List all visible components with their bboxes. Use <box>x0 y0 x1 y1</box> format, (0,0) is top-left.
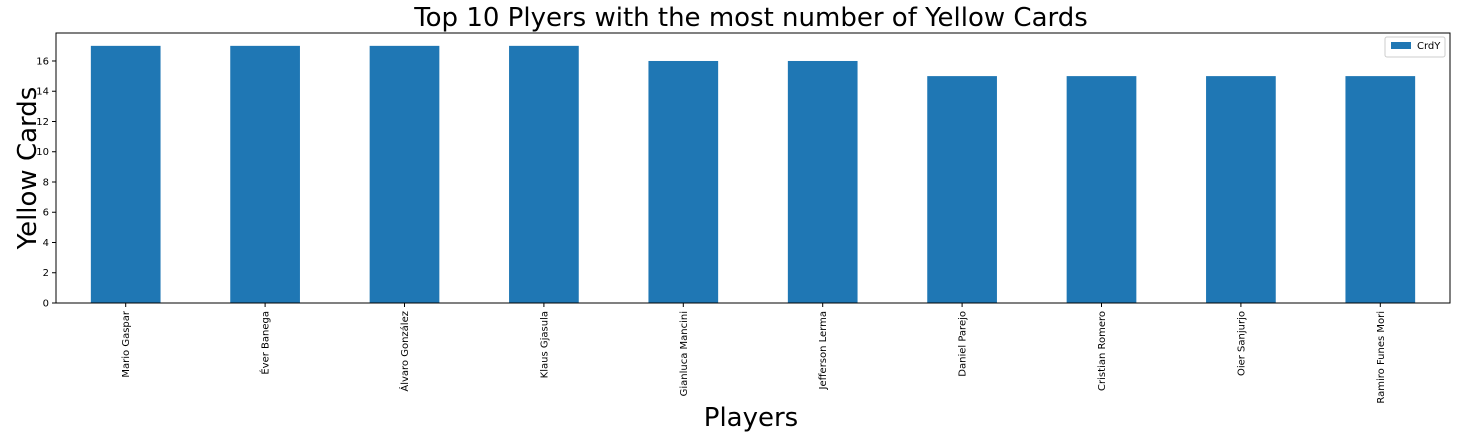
bar-10 <box>1345 76 1416 303</box>
x-axis-ticks: Mario Gaspar Éver Banega Álvaro González Kl… <box>121 303 1387 404</box>
x-tick-label: Cristian Romero <box>1097 311 1108 391</box>
bar-9 <box>1206 76 1276 303</box>
bar-2 <box>230 45 300 304</box>
bar-6 <box>787 60 858 304</box>
bar-3 <box>369 45 440 304</box>
y-tick-label: 16 <box>36 56 49 67</box>
x-tick-label: Álvaro González <box>398 311 411 392</box>
y-axis-ticks: 0 2 4 6 8 10 12 14 16 <box>36 56 56 310</box>
x-tick-label: Daniel Parejo <box>958 311 969 377</box>
legend-label: CrdY <box>1417 41 1441 52</box>
x-tick-label: Éver Banega <box>259 311 272 375</box>
bar-5 <box>648 60 719 304</box>
y-tick-label: 4 <box>43 238 49 249</box>
y-axis-label: Yellow Cards <box>13 87 43 251</box>
bar-1 <box>90 45 161 304</box>
x-axis-label: Players <box>704 403 798 433</box>
y-tick-label: 12 <box>36 117 49 128</box>
bar-8 <box>1066 76 1137 303</box>
bar-4 <box>509 45 579 304</box>
y-tick-label: 6 <box>43 208 49 219</box>
y-tick-label: 14 <box>36 87 49 98</box>
y-tick-label: 0 <box>43 299 49 310</box>
x-tick-label: Mario Gaspar <box>121 310 132 378</box>
chart-title: Top 10 Plyers with the most number of Ye… <box>413 3 1088 33</box>
x-tick-label: Klaus Gjasula <box>539 311 550 378</box>
legend: CrdY <box>1384 36 1446 58</box>
x-tick-label: Jefferson Lerma <box>818 311 829 390</box>
y-tick-label: 10 <box>36 147 49 158</box>
legend-swatch <box>1391 42 1411 49</box>
y-tick-label: 2 <box>43 268 49 279</box>
bar-7 <box>927 76 997 303</box>
x-tick-label: Oier Sanjurjo <box>1236 311 1247 376</box>
bars-group <box>90 45 1416 304</box>
x-tick-label: Ramiro Funes Mori <box>1376 311 1387 404</box>
plot-frame <box>55 32 1451 304</box>
x-tick-label: Gianluca Mancini <box>679 311 690 396</box>
y-tick-label: 8 <box>43 177 49 188</box>
